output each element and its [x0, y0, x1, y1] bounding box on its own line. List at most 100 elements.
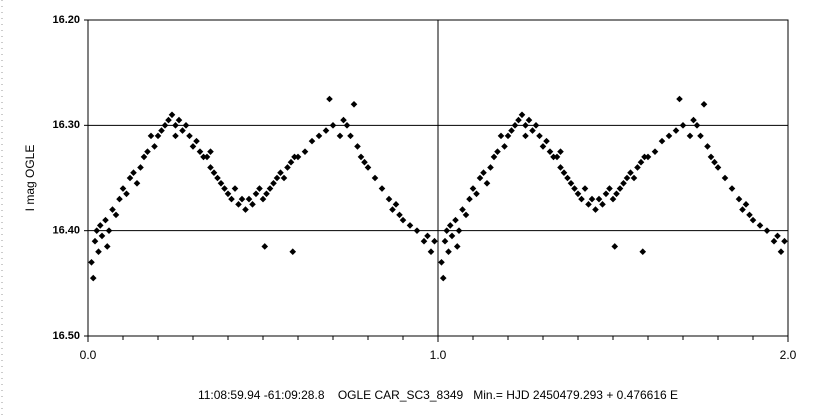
data-point	[483, 179, 491, 187]
data-point	[455, 227, 463, 234]
data-point	[89, 274, 97, 282]
data-point	[91, 237, 99, 245]
data-point	[651, 148, 659, 155]
data-point	[130, 169, 137, 177]
data-point	[522, 132, 529, 140]
data-point	[620, 179, 627, 187]
data-point	[602, 190, 610, 198]
data-point	[774, 232, 781, 240]
data-point	[539, 143, 547, 150]
data-point	[193, 137, 200, 145]
data-point	[714, 164, 722, 171]
data-point	[96, 222, 104, 229]
data-point	[557, 164, 564, 171]
data-point	[508, 127, 515, 134]
data-point	[144, 148, 151, 155]
data-point	[103, 243, 111, 250]
data-point	[133, 179, 141, 187]
data-point	[487, 164, 494, 171]
data-point	[95, 248, 102, 256]
data-point	[637, 158, 645, 166]
data-point	[711, 158, 718, 166]
y-tick-label: 16.50	[52, 330, 80, 342]
data-point	[203, 153, 211, 161]
data-point	[273, 174, 281, 182]
data-point	[389, 206, 396, 213]
data-point	[277, 169, 284, 177]
data-point	[518, 111, 526, 119]
data-point	[420, 237, 428, 245]
data-point	[459, 206, 466, 213]
data-point	[357, 153, 365, 161]
data-point	[154, 132, 162, 140]
data-point	[210, 169, 218, 177]
data-point	[280, 174, 288, 182]
data-point	[207, 164, 214, 171]
data-point	[179, 127, 186, 134]
x-tick-label: 0.0	[80, 348, 97, 362]
data-point	[686, 132, 694, 140]
data-point	[609, 195, 617, 203]
data-point	[473, 190, 480, 198]
data-point	[289, 248, 297, 256]
x-tick-label: 2.0	[780, 348, 797, 362]
data-point	[326, 95, 333, 103]
data-point	[611, 243, 619, 250]
data-point	[172, 132, 179, 140]
data-point	[207, 148, 214, 155]
data-point	[466, 195, 473, 203]
data-point	[634, 164, 641, 171]
data-point	[424, 232, 431, 240]
data-point	[453, 243, 461, 250]
footer: 11:08:59.94 -61:09:28.8 OGLE CAR_SC3_834…	[198, 388, 678, 402]
data-point	[172, 122, 179, 129]
data-point	[567, 179, 575, 187]
data-point	[371, 174, 379, 182]
data-point	[315, 132, 323, 140]
data-point	[595, 195, 603, 203]
data-point	[116, 195, 123, 203]
data-point	[151, 143, 158, 150]
data-point	[665, 132, 673, 140]
data-point	[340, 116, 347, 124]
data-point	[697, 132, 704, 140]
data-point	[235, 201, 242, 208]
data-point	[123, 190, 130, 198]
data-point	[693, 122, 701, 129]
data-point	[270, 179, 277, 187]
data-point	[501, 143, 508, 150]
data-point	[175, 116, 183, 124]
data-point	[448, 232, 456, 240]
data-point	[182, 122, 190, 129]
data-point	[322, 127, 330, 134]
data-point	[266, 185, 274, 192]
data-point	[616, 185, 624, 192]
data-point	[431, 237, 438, 245]
data-point	[707, 153, 715, 161]
data-point	[574, 190, 582, 198]
data-point	[396, 211, 403, 219]
data-point	[287, 158, 295, 166]
data-point	[644, 153, 652, 161]
data-point	[361, 158, 368, 166]
data-point	[102, 216, 109, 224]
data-point	[658, 137, 666, 145]
data-point	[606, 185, 613, 192]
data-point	[742, 201, 750, 208]
data-point	[329, 122, 337, 129]
data-point	[399, 216, 407, 224]
data-point	[529, 127, 536, 134]
data-point	[546, 148, 554, 155]
data-point	[446, 222, 454, 229]
data-point	[263, 190, 270, 198]
data-point	[196, 148, 204, 155]
data-point	[364, 164, 372, 171]
data-point	[427, 248, 435, 256]
data-point	[588, 195, 596, 203]
data-point	[525, 116, 533, 124]
data-point	[690, 116, 697, 124]
data-point	[676, 95, 683, 103]
data-point	[413, 227, 421, 234]
data-point	[261, 243, 269, 250]
